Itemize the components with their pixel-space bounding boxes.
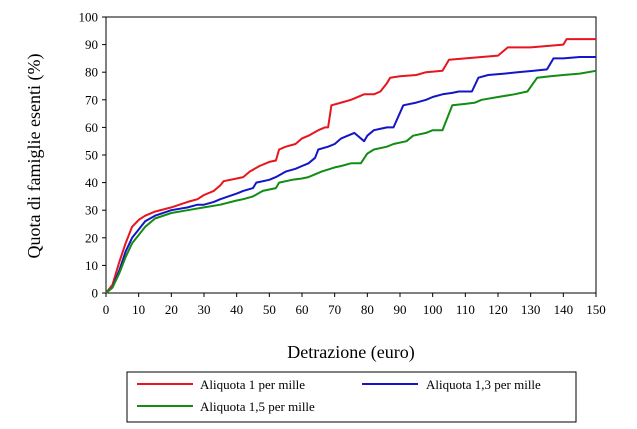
series-line-1 [105, 38, 596, 294]
x-tick-label: 70 [328, 302, 341, 317]
x-tick-label: 120 [488, 302, 508, 317]
y-tick-label: 30 [85, 203, 98, 218]
x-tick-label: 60 [296, 302, 309, 317]
plot-axes: 0 10 20 30 40 50 60 70 80 90 100 110 120 130 140 150 0 10… [79, 10, 606, 318]
series-line-2 [105, 56, 596, 294]
x-tick-label: 0 [103, 302, 110, 317]
y-tick-label: 0 [92, 286, 99, 301]
y-tick-label: 40 [85, 175, 98, 190]
y-tick-label: 100 [79, 10, 99, 25]
y-tick-label: 20 [85, 230, 98, 245]
x-tick-label: 150 [586, 302, 606, 317]
y-tick-label: 10 [85, 258, 98, 273]
x-axis-title: Detrazione (euro) [287, 342, 414, 363]
x-tick-label: 50 [263, 302, 276, 317]
series-group [105, 38, 597, 294]
x-tick-label: 30 [198, 302, 211, 317]
legend-label-2: Aliquota 1,3 per mille [426, 377, 541, 392]
x-tick-label: 80 [361, 302, 374, 317]
y-tick-label: 80 [85, 65, 98, 80]
x-tick-label: 10 [132, 302, 145, 317]
x-tick-label: 100 [423, 302, 443, 317]
series-line-3 [105, 69, 597, 294]
x-tick-label: 140 [554, 302, 574, 317]
legend-label-3: Aliquota 1,5 per mille [200, 399, 315, 414]
plot-frame [105, 16, 597, 294]
y-tick-label: 90 [85, 37, 98, 52]
y-tick-label: 60 [85, 120, 98, 135]
y-tick-label: 70 [85, 92, 98, 107]
x-tick-label: 40 [230, 302, 243, 317]
legend-label-1: Aliquota 1 per mille [200, 377, 305, 392]
x-tick-label: 110 [456, 302, 475, 317]
y-axis-title: Quota di famiglie esenti (%) [24, 54, 45, 259]
legend: Aliquota 1 per mille Aliquota 1,3 per mil… [126, 371, 577, 423]
x-tick-label: 20 [165, 302, 178, 317]
legend-box [126, 371, 577, 423]
y-tick-label: 50 [85, 148, 98, 163]
x-tick-label: 90 [394, 302, 407, 317]
x-tick-label: 130 [521, 302, 541, 317]
